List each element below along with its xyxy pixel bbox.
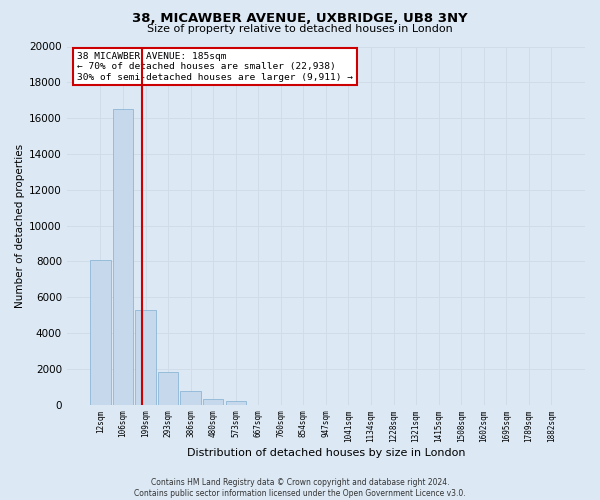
Bar (181, 392, 201, 404)
Text: 38, MICAWBER AVENUE, UXBRIDGE, UB8 3NY: 38, MICAWBER AVENUE, UXBRIDGE, UB8 3NY (132, 12, 468, 26)
Y-axis label: Number of detached properties: Number of detached properties (15, 144, 25, 308)
Bar (113, 109, 133, 405)
Bar (136, 310, 156, 404)
Text: 38 MICAWBER AVENUE: 185sqm
← 70% of detached houses are smaller (22,938)
30% of : 38 MICAWBER AVENUE: 185sqm ← 70% of deta… (77, 52, 353, 82)
Bar (91, 260, 110, 404)
Text: Contains HM Land Registry data © Crown copyright and database right 2024.
Contai: Contains HM Land Registry data © Crown c… (134, 478, 466, 498)
Bar (203, 400, 223, 404)
Text: Size of property relative to detached houses in London: Size of property relative to detached ho… (147, 24, 453, 34)
Bar (158, 372, 178, 404)
Bar (226, 401, 246, 404)
X-axis label: Distribution of detached houses by size in London: Distribution of detached houses by size … (187, 448, 465, 458)
